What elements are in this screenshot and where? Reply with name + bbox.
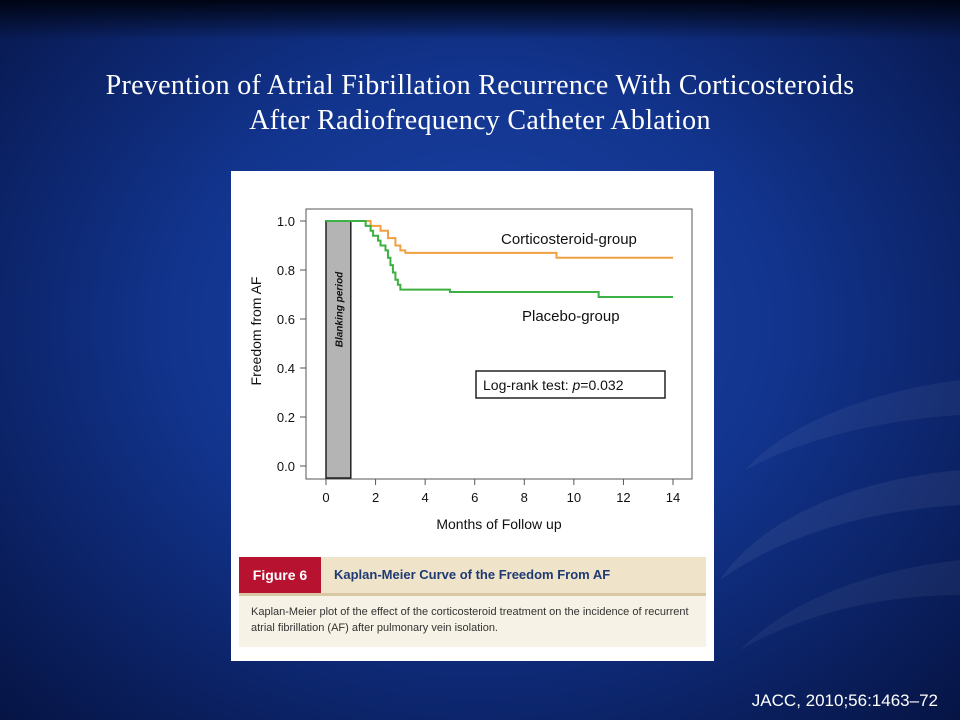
corticosteroid-curve: [326, 220, 673, 259]
y-tick-label: 0.0: [277, 459, 295, 474]
figure-number-label: Figure 6: [239, 557, 321, 593]
figure-header: Figure 6 Kaplan-Meier Curve of the Freed…: [239, 557, 706, 596]
logrank-annotation-box: [475, 370, 666, 399]
kaplan-meier-chart: 0.0 0.2 0.4 0.6 0.8 1.0 0 2 4 6 8 10 12 14 Blanking …: [248, 208, 693, 532]
logrank-prefix: Log-rank test:: [483, 377, 573, 393]
blanking-period-label: Blanking period: [334, 271, 345, 347]
corticosteroid-series-label: Corticosteroid-group: [501, 231, 637, 248]
x-tick-label: 6: [471, 490, 478, 505]
citation: JACC, 2010;56:1463–72: [751, 691, 938, 710]
slide-title: Prevention of Atrial Fibrillation Recurr…: [60, 68, 900, 138]
figure-title: Kaplan-Meier Curve of the Freedom From A…: [334, 567, 611, 582]
figure-caption: Kaplan-Meier plot of the effect of the c…: [239, 596, 706, 647]
x-tick-label: 2: [372, 490, 379, 505]
figure-panel: 0.0 0.2 0.4 0.6 0.8 1.0 0 2 4 6 8 10 12 14 Blanking …: [231, 171, 714, 661]
x-tick-label: 14: [666, 490, 680, 505]
y-tick-label: 0.4: [277, 361, 295, 376]
logrank-p: p: [572, 377, 581, 393]
x-tick-label: 12: [616, 490, 630, 505]
x-tick-label: 0: [322, 490, 329, 505]
placebo-curve: [326, 220, 673, 298]
logrank-annotation: Log-rank test: p=0.032: [483, 377, 624, 393]
x-tick-label: 4: [422, 490, 429, 505]
slide-title-line-1: Prevention of Atrial Fibrillation Recurr…: [105, 70, 855, 101]
y-tick-label: 0.2: [277, 410, 295, 425]
placebo-series-label: Placebo-group: [522, 308, 620, 325]
y-axis: 0.0 0.2 0.4 0.6 0.8 1.0: [277, 214, 306, 474]
x-tick-label: 8: [521, 490, 528, 505]
blanking-period-box: [325, 220, 352, 479]
x-axis: 0 2 4 6 8 10 12 14: [322, 479, 680, 505]
logrank-suffix: =0.032: [580, 377, 623, 393]
y-axis-title: Freedom from AF: [248, 277, 264, 386]
plot-frame: [305, 208, 693, 480]
x-tick-label: 10: [567, 490, 581, 505]
x-axis-title: Months of Follow up: [436, 516, 561, 532]
y-tick-label: 0.6: [277, 312, 295, 327]
y-tick-label: 1.0: [277, 214, 295, 229]
top-shadow-band: [0, 0, 960, 40]
slide-title-line-2: After Radiofrequency Catheter Ablation: [249, 105, 711, 136]
y-tick-label: 0.8: [277, 263, 295, 278]
